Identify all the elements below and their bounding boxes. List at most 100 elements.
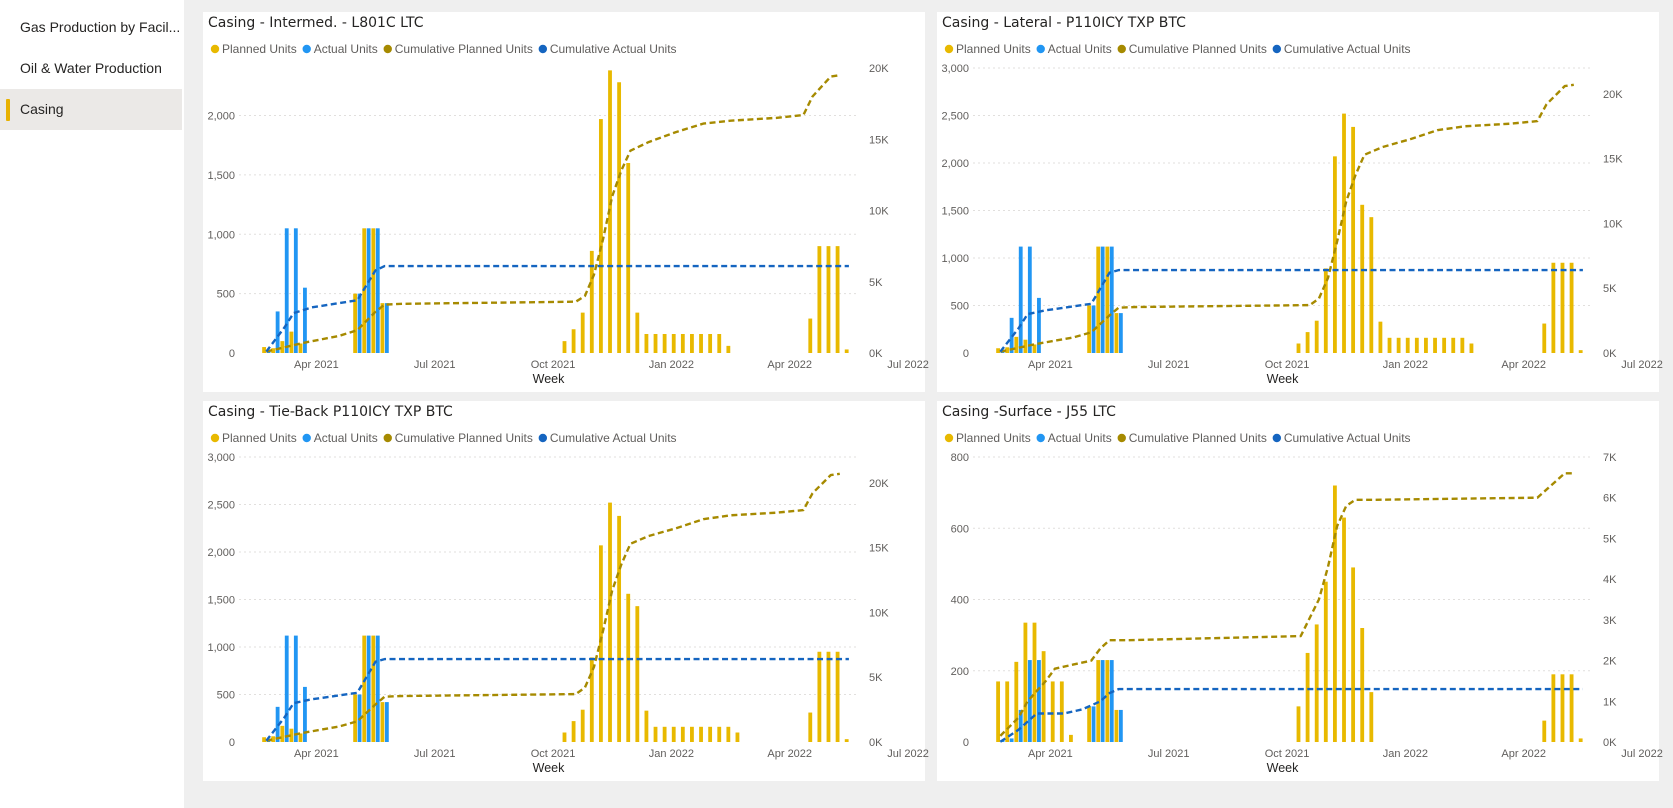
planned-units-bar [1442, 337, 1447, 353]
cumulative-planned-line [999, 472, 1574, 737]
legend-label: Cumulative Actual Units [1284, 42, 1411, 56]
planned-units-bar [735, 732, 740, 742]
chart-card-3[interactable]: Casing -Surface - J55 LTC Planned Units Ac… [937, 401, 1663, 781]
planned-units-bar [289, 728, 294, 742]
planned-units-bar [1433, 337, 1437, 353]
planned-units-bar [353, 694, 358, 742]
planned-units-bar [1542, 323, 1547, 353]
planned-units-bar [653, 334, 658, 353]
planned-units-bar [717, 334, 722, 353]
planned-units-bar [1087, 706, 1092, 742]
actual-units-bar [1091, 706, 1096, 742]
nav-item-casing-label: Casing [20, 101, 64, 117]
y2-tick-label: 5K [869, 277, 883, 289]
y-tick-label: 0 [229, 737, 235, 749]
legend-marker [538, 44, 548, 54]
y-tick-label: 500 [217, 289, 235, 301]
planned-units-bar [608, 502, 612, 742]
chart-legend: Planned Units Actual Units Cumulative Plan… [210, 431, 677, 445]
y2-tick-label: 20K [869, 478, 889, 490]
y-tick-label: 2,500 [207, 500, 235, 512]
planned-units-bar [1105, 246, 1110, 353]
planned-units-bar [271, 348, 276, 353]
legend-marker [383, 433, 392, 443]
y2-tick-label: 2K [1603, 656, 1617, 668]
planned-units-bar [1296, 706, 1301, 742]
planned-units-bar [699, 726, 703, 742]
chart-svg: Casing - Tie-Back P110ICY TXP BTC Planned… [207, 404, 928, 775]
y-tick-label: 1,000 [941, 253, 969, 265]
legend-marker [1272, 433, 1282, 443]
y-tick-label: 500 [951, 301, 969, 313]
planned-units-bar [371, 635, 376, 742]
y-tick-label: 1,500 [207, 170, 235, 182]
chart-card-0[interactable]: Casing - Intermed. - L801C LTC Planned Un… [203, 12, 929, 392]
planned-units-bar [1096, 246, 1101, 353]
actual-units-bar [293, 228, 298, 353]
planned-units-bar [1460, 337, 1465, 353]
chart-title: Casing - Tie-Back P110ICY TXP BTC [208, 404, 453, 420]
cumulative-planned-line [266, 73, 840, 353]
cumulative-planned-line [1000, 83, 1574, 353]
nav-item-gas-production[interactable]: Gas Production by Facil... [20, 19, 181, 35]
planned-units-bar [726, 345, 731, 353]
legend-marker [1036, 44, 1045, 54]
x-tick-label: Apr 2022 [1501, 359, 1546, 371]
x-tick-label: Apr 2021 [1028, 359, 1073, 371]
y-tick-label: 200 [951, 666, 969, 678]
legend-label: Planned Units [956, 431, 1031, 445]
x-axis-title: Week [1267, 761, 1299, 775]
planned-units-bar [817, 246, 822, 353]
y-tick-label: 0 [963, 348, 969, 360]
report-canvas: Casing - Intermed. - L801C LTC Planned Un… [184, 0, 1673, 808]
planned-units-bar [380, 303, 385, 353]
planned-units-bar [1314, 624, 1319, 742]
nav-item-oil-water-production[interactable]: Oil & Water Production [20, 60, 162, 76]
cumulative-actual-line [265, 657, 849, 742]
chart-card-2[interactable]: Casing - Tie-Back P110ICY TXP BTC Planned… [203, 401, 929, 781]
x-tick-label: Jul 2021 [414, 359, 456, 371]
planned-units-bar [1032, 622, 1037, 742]
planned-units-bar [280, 341, 285, 353]
nav-item-casing[interactable]: Casing [0, 89, 182, 130]
x-tick-label: Jul 2022 [1621, 359, 1663, 371]
chart-svg: Casing - Lateral - P110ICY TXP BTC Planne… [941, 15, 1662, 386]
planned-units-bar [1369, 692, 1374, 742]
x-tick-label: Apr 2022 [1501, 748, 1546, 760]
legend-label: Planned Units [222, 42, 297, 56]
y-tick-label: 1,500 [207, 595, 235, 607]
legend-marker [302, 433, 311, 443]
x-axis-title: Week [1267, 372, 1299, 386]
planned-units-bar [1014, 661, 1019, 742]
y-tick-label: 1,500 [941, 206, 969, 218]
planned-units-bar [717, 726, 722, 742]
x-axis-title: Week [533, 372, 565, 386]
actual-units-bar [1100, 660, 1105, 742]
legend-label: Cumulative Actual Units [550, 42, 677, 56]
planned-units-bar [262, 347, 267, 353]
planned-units-bar [1059, 681, 1064, 742]
y-tick-label: 2,000 [207, 547, 235, 559]
cumulative-actual-line [265, 264, 849, 353]
planned-units-bar [1023, 339, 1028, 353]
planned-units-bar [1105, 660, 1110, 742]
y-tick-label: 600 [951, 523, 969, 535]
planned-units-bar [844, 739, 849, 742]
cumulative-actual-line [999, 268, 1583, 353]
y2-tick-label: 3K [1603, 615, 1617, 627]
x-tick-label: Jan 2022 [649, 748, 694, 760]
planned-units-bar [1551, 262, 1556, 353]
sidebar: Gas Production by Facil... Oil & Water P… [0, 0, 185, 808]
y-tick-label: 0 [229, 348, 235, 360]
x-tick-label: Jan 2022 [1383, 748, 1428, 760]
y2-tick-label: 0K [1603, 737, 1617, 749]
legend-label: Cumulative Actual Units [550, 431, 677, 445]
planned-units-bar [1314, 320, 1319, 353]
actual-units-bar [284, 228, 289, 353]
legend-marker [1272, 44, 1282, 54]
planned-units-bar [1396, 337, 1401, 353]
actual-units-bar [1018, 709, 1023, 742]
chart-card-1[interactable]: Casing - Lateral - P110ICY TXP BTC Planne… [937, 12, 1663, 392]
y-tick-label: 3,000 [207, 452, 235, 464]
x-tick-label: Jul 2022 [887, 359, 929, 371]
